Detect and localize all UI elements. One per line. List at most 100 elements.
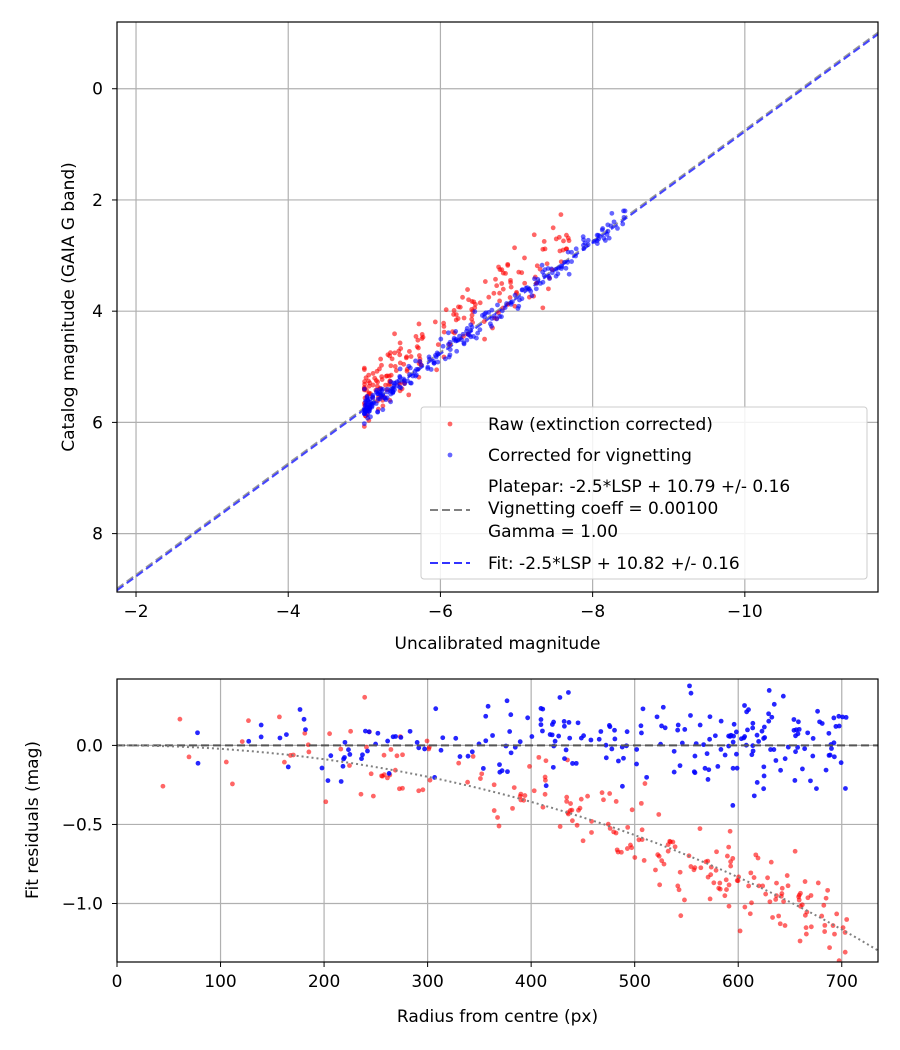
raw-residual-point: [420, 787, 426, 793]
raw-point: [466, 297, 471, 303]
corrected-residual-point: [697, 722, 703, 728]
raw-residual-point: [717, 880, 723, 886]
corrected-residual-point: [338, 779, 344, 784]
corrected-point: [447, 347, 453, 353]
raw-residual-point: [540, 804, 546, 810]
corrected-point: [438, 336, 444, 342]
raw-point: [378, 356, 384, 362]
bottom-x-tick-label: 500: [618, 972, 650, 992]
corrected-point: [435, 359, 441, 365]
corrected-residual-point: [840, 714, 845, 720]
raw-residual-point: [774, 880, 779, 886]
raw-point: [392, 364, 398, 369]
corrected-residual-point: [826, 730, 832, 736]
corrected-residual-point: [508, 750, 514, 756]
corrected-residual-point: [675, 722, 681, 728]
corrected-point: [464, 328, 469, 334]
raw-point: [413, 334, 419, 339]
raw-point: [465, 287, 470, 292]
raw-residual-point: [714, 849, 719, 855]
corrected-point: [366, 400, 372, 405]
corrected-residual-point: [817, 719, 822, 725]
raw-residual-point: [577, 805, 583, 811]
raw-residual-point: [177, 716, 183, 722]
corrected-residual-point: [359, 756, 364, 762]
raw-residual-point: [808, 893, 814, 898]
corrected-point: [512, 292, 518, 298]
raw-residual-point: [578, 796, 584, 802]
corrected-residual-point: [609, 746, 615, 752]
raw-residual-point: [574, 822, 580, 828]
corrected-residual-point: [836, 723, 842, 729]
raw-residual-point: [281, 759, 287, 765]
corrected-residual-point: [782, 756, 788, 762]
corrected-residual-point: [791, 717, 797, 722]
raw-residual-point: [676, 887, 682, 893]
raw-point: [497, 298, 502, 304]
corrected-residual-point: [303, 727, 308, 733]
corrected-point: [362, 411, 367, 416]
corrected-residual-point: [734, 765, 740, 771]
raw-residual-point: [822, 922, 828, 928]
corrected-residual-point: [365, 748, 370, 754]
raw-residual-point: [675, 883, 681, 889]
raw-residual-point: [742, 904, 748, 910]
corrected-point: [468, 322, 474, 328]
top-x-tick-label: −4: [276, 602, 301, 622]
corrected-point: [361, 421, 367, 427]
corrected-point: [390, 390, 396, 396]
corrected-point: [621, 208, 626, 214]
raw-point: [435, 342, 441, 348]
corrected-residual-point: [715, 763, 721, 769]
corrected-point: [464, 337, 470, 343]
bottom-x-tick-label: 0: [112, 972, 123, 992]
corrected-point: [615, 225, 620, 231]
corrected-residual-point: [561, 723, 567, 729]
corrected-residual-point: [771, 701, 777, 707]
corrected-residual-point: [385, 738, 391, 744]
raw-point: [531, 232, 537, 238]
corrected-point: [604, 232, 610, 237]
corrected-residual-point: [761, 724, 767, 730]
raw-residual-point: [659, 858, 665, 864]
corrected-residual-point: [815, 708, 820, 714]
corrected-residual-point: [662, 725, 668, 731]
corrected-residual-point: [363, 728, 368, 734]
corrected-residual-point: [704, 751, 710, 757]
corrected-point: [394, 383, 400, 389]
corrected-point: [517, 297, 522, 303]
corrected-point: [621, 214, 627, 220]
corrected-residual-point: [750, 725, 756, 731]
raw-residual-point: [491, 782, 497, 788]
raw-residual-point: [834, 911, 840, 917]
corrected-residual-point: [347, 752, 353, 757]
corrected-residual-point: [422, 746, 428, 752]
bottom-y-tick-label: −0.5: [62, 815, 103, 835]
corrected-point: [370, 394, 376, 400]
corrected-point: [453, 329, 459, 334]
corrected-residual-point: [483, 713, 489, 719]
raw-point: [505, 261, 511, 267]
corrected-point: [569, 249, 574, 255]
corrected-point: [445, 330, 451, 336]
corrected-point: [461, 340, 467, 346]
top-corrected-points: [361, 208, 628, 427]
raw-point: [396, 348, 402, 354]
raw-point: [507, 295, 513, 300]
raw-residual-point: [711, 880, 717, 886]
bottom-x-tick-label: 400: [515, 972, 547, 992]
corrected-point: [408, 380, 414, 386]
corrected-residual-point: [620, 783, 625, 789]
corrected-residual-point: [557, 695, 563, 700]
raw-residual-point: [511, 785, 517, 790]
corrected-residual-point: [246, 738, 252, 744]
corrected-residual-point: [829, 746, 834, 751]
raw-residual-point: [792, 848, 798, 854]
raw-residual-point: [656, 812, 662, 817]
corrected-residual-point: [346, 747, 351, 753]
bottom-plot-frame: [116, 678, 879, 963]
corrected-point: [415, 366, 421, 372]
legend-label-vignetting: Vignetting coeff = 0.00100: [488, 499, 718, 519]
raw-residual-point: [678, 913, 684, 919]
raw-residual-point: [755, 855, 761, 861]
